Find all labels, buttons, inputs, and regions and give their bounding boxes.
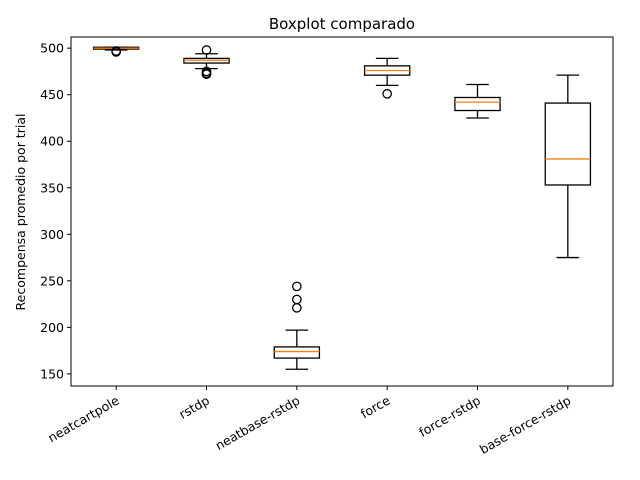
outlier-neatbase-rstdp-0	[291, 281, 302, 292]
x-tick-label-neatbase-rstdp: neatbase-rstdp	[213, 393, 303, 453]
y-axis-label: Recompensa promedio por trial	[13, 114, 28, 311]
box-neatbase-rstdp	[273, 346, 321, 359]
box-base-force-rstdp	[544, 102, 592, 186]
outlier-neatcartpole-1	[111, 46, 122, 56]
x-tick-label-force-rstdp: force-rstdp	[416, 393, 483, 440]
chart-title: Boxplot comparado	[269, 15, 415, 33]
outlier-force-0	[382, 88, 393, 99]
x-tick-label-base-force-rstdp: base-force-rstdp	[477, 393, 574, 457]
y-tick-label-300: 300	[40, 227, 64, 242]
outlier-rstdp-0	[201, 45, 212, 55]
y-tick-label-450: 450	[40, 87, 64, 102]
plot-area: 150 200 250 300 350 400 450 500 neatcartpole rstd…	[40, 36, 614, 457]
y-tick-label-400: 400	[40, 134, 64, 149]
plot-frame	[70, 36, 614, 387]
y-tick-label-350: 350	[40, 180, 64, 195]
outlier-rstdp-3	[201, 69, 212, 80]
y-tick-label-200: 200	[40, 320, 64, 335]
x-tick-label-neatcartpole: neatcartpole	[45, 392, 122, 445]
y-tick-label-500: 500	[40, 41, 64, 56]
box-force-rstdp	[454, 96, 501, 112]
outlier-neatbase-rstdp-2	[291, 302, 302, 313]
x-tick-label-force: force	[358, 392, 393, 421]
x-tick-label-rstdp: rstdp	[176, 393, 212, 422]
outlier-neatbase-rstdp-1	[291, 294, 302, 305]
y-tick-label-250: 250	[40, 273, 64, 288]
y-tick-label-150: 150	[40, 366, 64, 381]
